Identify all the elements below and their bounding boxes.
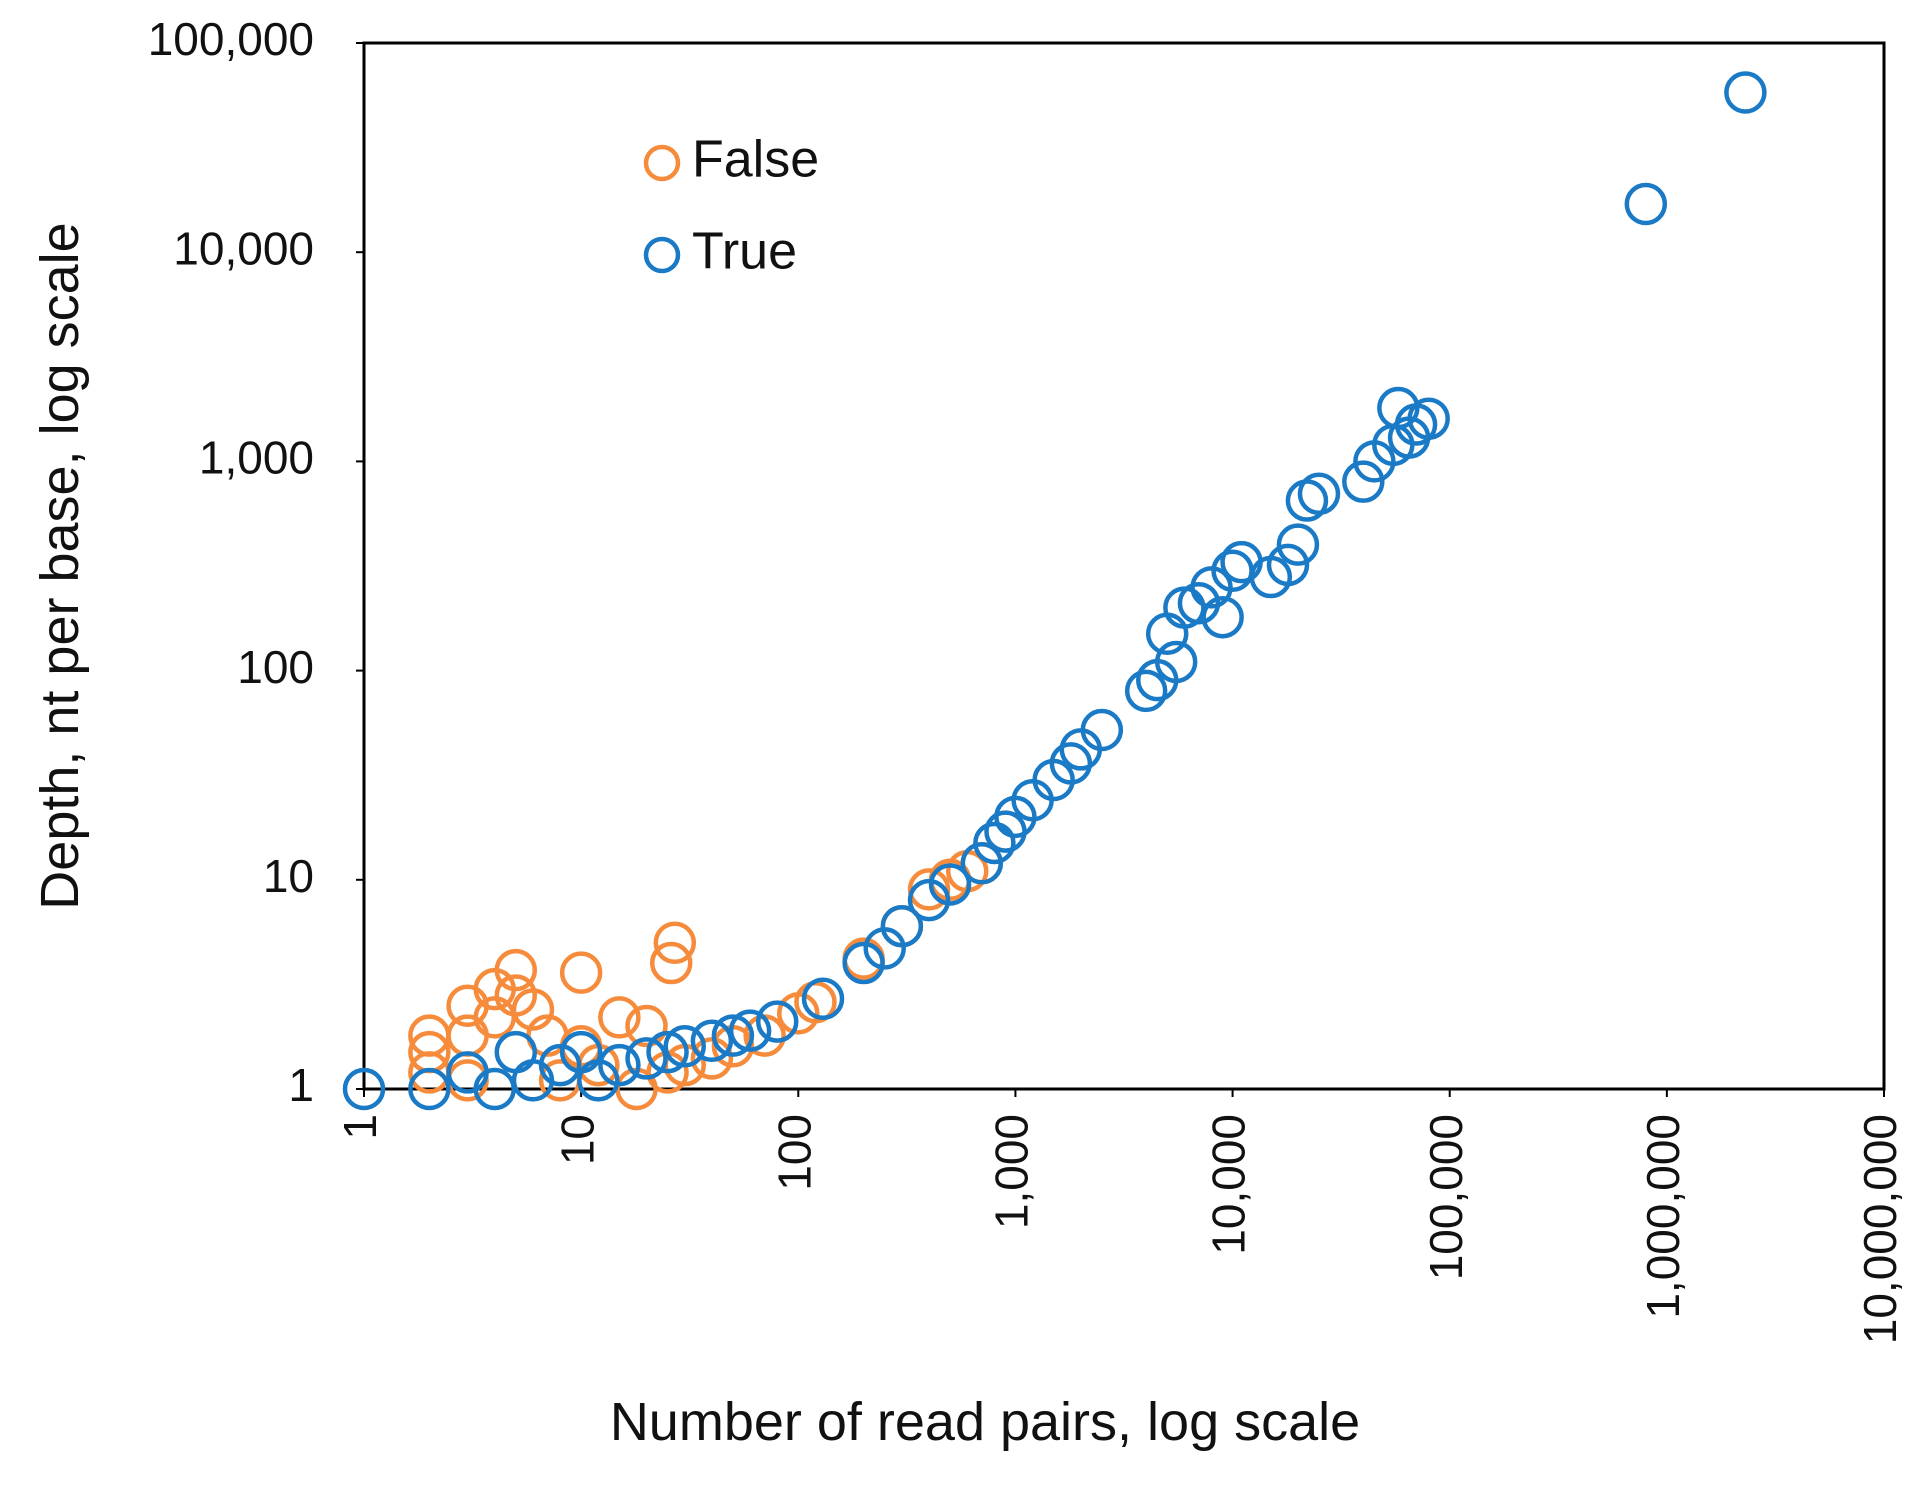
y-axis-title: Depth, nt per base, log scale xyxy=(30,222,90,909)
point xyxy=(646,1030,689,1074)
y-tick-label: 1,000 xyxy=(199,432,314,484)
point xyxy=(1724,71,1767,114)
x-tick-label: 10 xyxy=(551,1114,603,1165)
point xyxy=(842,941,885,985)
legend-marker xyxy=(643,144,681,182)
point xyxy=(1124,669,1168,713)
point xyxy=(928,863,972,906)
x-tick-label: 100 xyxy=(768,1114,820,1191)
y-tick-label: 1 xyxy=(288,1059,314,1111)
point xyxy=(1276,523,1320,566)
point xyxy=(1220,540,1263,584)
plot-frame xyxy=(362,41,1886,1091)
point xyxy=(690,1037,734,1080)
point xyxy=(973,821,1016,865)
point xyxy=(663,1025,706,1068)
x-tick-label: 1 xyxy=(334,1114,386,1140)
point xyxy=(577,1059,620,1102)
x-tick-label: 100,000 xyxy=(1420,1114,1472,1280)
y-tick-label: 100,000 xyxy=(148,13,314,65)
y-tick-label: 100 xyxy=(237,641,314,693)
point xyxy=(342,1067,386,1111)
point xyxy=(1049,742,1093,785)
x-tick-label: 1,000 xyxy=(986,1114,1038,1229)
point xyxy=(907,868,951,911)
point xyxy=(801,977,845,1021)
point xyxy=(494,1030,538,1074)
point xyxy=(755,1000,799,1043)
point xyxy=(653,921,697,965)
point xyxy=(511,988,555,1031)
point xyxy=(1342,460,1385,503)
x-tick-label: 10,000 xyxy=(1203,1114,1255,1255)
point xyxy=(625,1004,668,1048)
y-tick-label: 10,000 xyxy=(173,222,314,274)
point xyxy=(1080,708,1124,752)
point xyxy=(1266,543,1310,587)
point xyxy=(598,996,641,1039)
point xyxy=(408,1067,451,1111)
point xyxy=(711,1014,755,1057)
x-tick-label: 10,000,000 xyxy=(1854,1114,1906,1344)
point xyxy=(960,841,1004,885)
point xyxy=(538,1043,582,1087)
legend-label: True xyxy=(692,223,797,281)
legend-marker xyxy=(643,236,681,274)
point xyxy=(907,878,951,922)
y-tick-label: 10 xyxy=(263,850,314,902)
point xyxy=(559,951,603,994)
point xyxy=(728,1009,772,1052)
x-tick-label: 1,000,000 xyxy=(1637,1114,1689,1319)
point xyxy=(494,948,538,992)
legend-label: False xyxy=(692,131,819,189)
point xyxy=(690,1019,734,1063)
point xyxy=(880,904,924,948)
point xyxy=(650,941,693,985)
point xyxy=(625,1037,668,1080)
x-axis-title: Number of read pairs, log scale xyxy=(610,1392,1360,1452)
point xyxy=(598,1043,641,1087)
point xyxy=(1624,182,1668,226)
point xyxy=(1201,595,1244,639)
point xyxy=(1297,472,1341,516)
point xyxy=(1154,640,1198,684)
point xyxy=(446,1014,489,1057)
point xyxy=(1407,397,1450,440)
